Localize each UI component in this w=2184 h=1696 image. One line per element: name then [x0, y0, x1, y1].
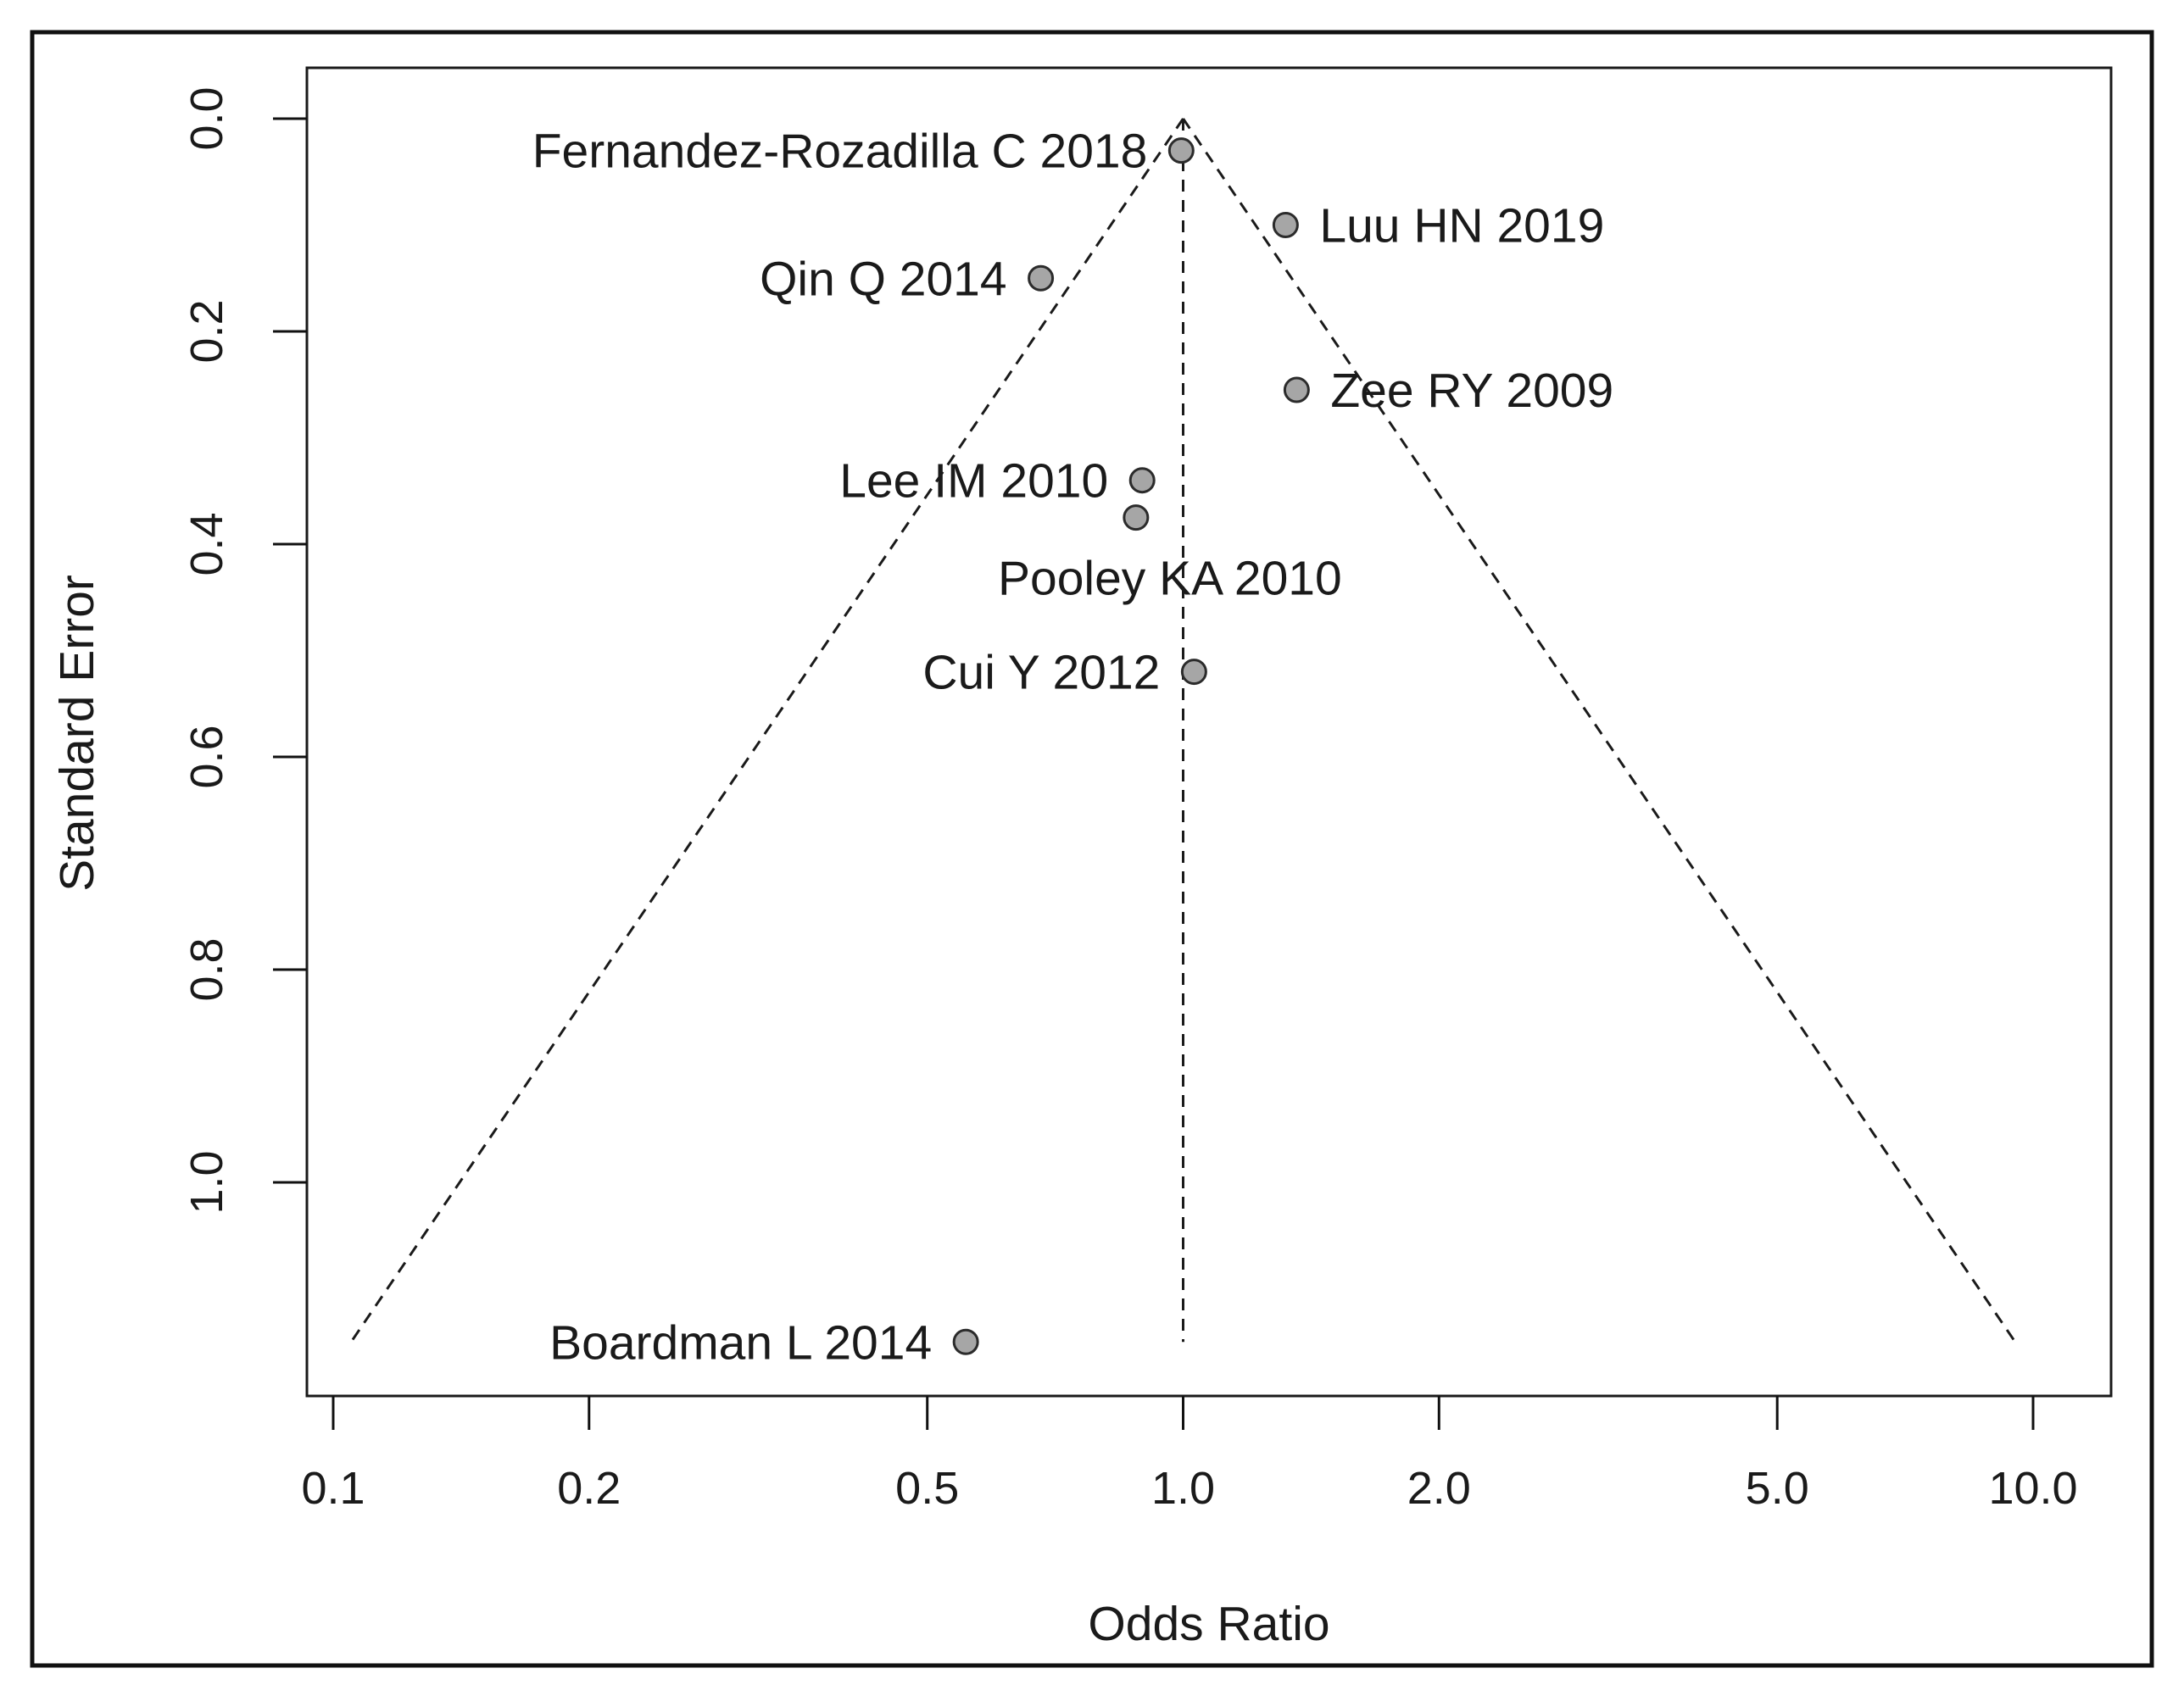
- y-axis-title: Standard Error: [50, 575, 104, 892]
- study-point: [1167, 137, 1195, 164]
- study-point: [1283, 376, 1310, 403]
- x-axis: 0.1 0.2 0.5 1.0 2.0 5.0 10.0: [301, 1396, 2078, 1514]
- study-label: Pooley KA 2010: [998, 552, 1342, 606]
- study-labels: Fernandez-Rozadilla C 2018 Luu HN 2019 Qin…: [532, 125, 1613, 1371]
- x-tick-label: 5.0: [1746, 1463, 1809, 1514]
- study-label: Fernandez-Rozadilla C 2018: [532, 125, 1148, 179]
- funnel-lines: [349, 118, 2017, 1343]
- funnel-right-line: [1182, 118, 2017, 1343]
- y-tick-label: 0.8: [181, 937, 232, 1001]
- y-tick-label: 0.4: [181, 512, 232, 576]
- x-tick-label: 0.2: [557, 1463, 621, 1514]
- y-tick-label: 0.6: [181, 725, 232, 788]
- x-tick-label: 0.1: [301, 1463, 365, 1514]
- plot-frame: [305, 66, 2113, 1398]
- x-tick-label: 0.5: [895, 1463, 959, 1514]
- study-points: [952, 137, 1310, 1355]
- study-label: Lee IM 2010: [839, 454, 1108, 509]
- study-point: [1128, 467, 1156, 494]
- y-axis: 0.0 0.2 0.4 0.6 0.8 1.0: [181, 86, 307, 1215]
- study-point: [1180, 659, 1207, 686]
- study-label: Qin Q 2014: [760, 252, 1007, 306]
- x-tick-label: 1.0: [1151, 1463, 1215, 1514]
- y-tick-label: 0.0: [181, 86, 232, 150]
- study-label: Luu HN 2019: [1319, 199, 1604, 253]
- study-point: [1272, 212, 1299, 238]
- study-point: [1028, 264, 1055, 292]
- study-point: [952, 1328, 979, 1355]
- study-label: Cui Y 2012: [922, 646, 1160, 700]
- x-tick-label: 10.0: [1988, 1463, 2077, 1514]
- y-tick-label: 0.2: [181, 299, 232, 363]
- funnel-left-line: [349, 118, 1184, 1343]
- study-point: [1123, 504, 1150, 531]
- y-tick-label: 1.0: [181, 1150, 232, 1214]
- x-tick-label: 2.0: [1407, 1463, 1471, 1514]
- study-label: Boardman L 2014: [549, 1315, 932, 1370]
- x-axis-title: Odds Ratio: [1088, 1597, 1329, 1651]
- study-label: Zee RY 2009: [1330, 364, 1613, 418]
- figure-border: [30, 30, 2154, 1668]
